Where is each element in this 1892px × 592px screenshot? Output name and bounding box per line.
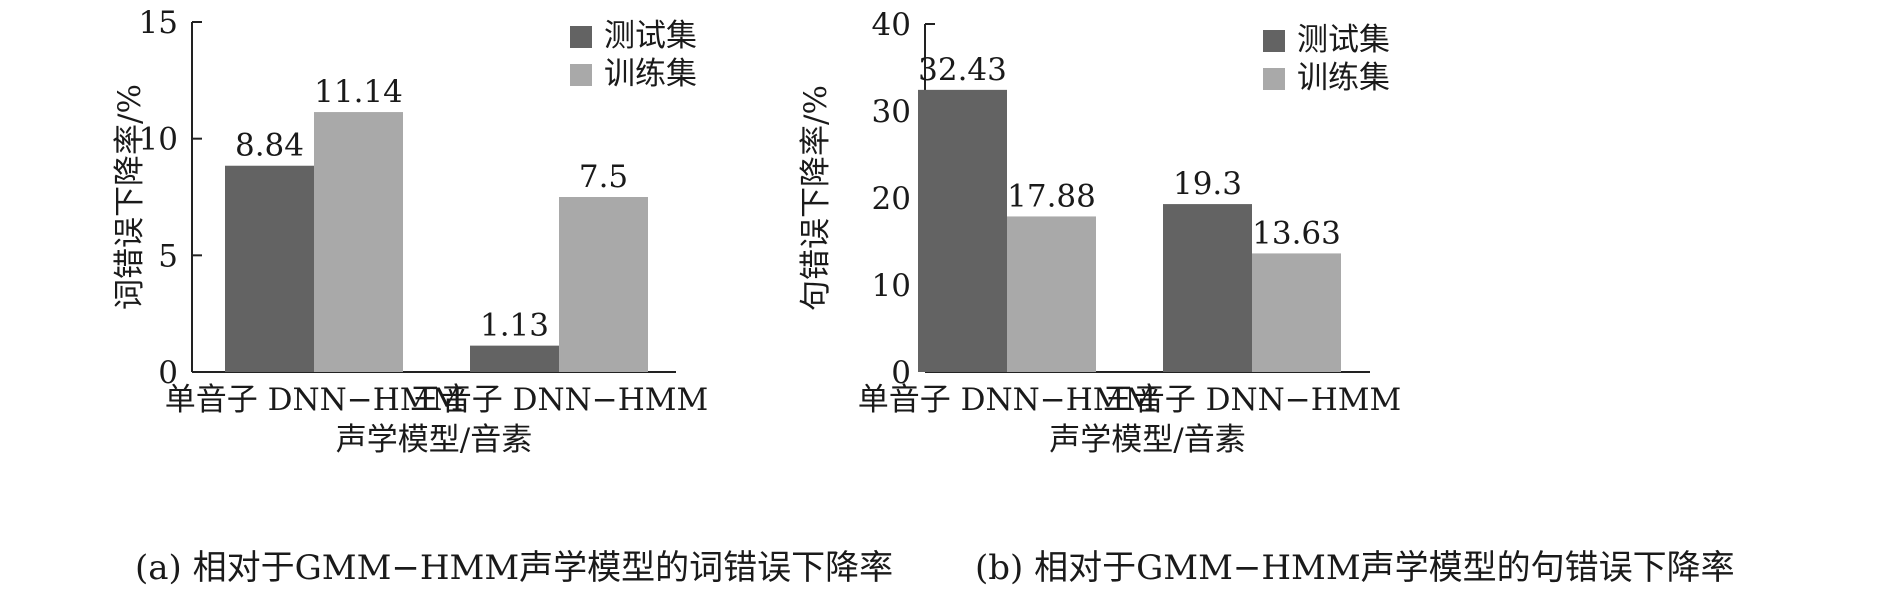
bar-test-1 <box>225 165 314 372</box>
legend-swatch <box>1263 68 1285 90</box>
legend-label: 训练集 <box>604 56 697 92</box>
y-tick-label: 20 <box>872 181 911 217</box>
x-tick-label: 单音子 DNN−HMM <box>165 382 463 418</box>
bar-train-2 <box>1252 253 1341 372</box>
x-tick-label: 单音子 DNN−HMM <box>858 382 1156 418</box>
bar-train-1 <box>314 112 403 373</box>
bar-value-label: 17.88 <box>1007 178 1096 214</box>
bar-chart-b: 0 10 20 30 40 句错误下降率/% 32.43 17.88 单音子 DNN−HMM 19… <box>798 7 1401 458</box>
y-axis-title: 词错误下降率/% <box>112 84 148 310</box>
y-axis-title: 句错误下降率/% <box>798 85 834 311</box>
chart-caption-a: (a) 相对于GMM−HMM声学模型的词错误下降率 <box>135 548 894 588</box>
x-axis-title: 声学模型/音素 <box>336 422 532 458</box>
bar-test-2 <box>1163 204 1252 372</box>
bar-test-1 <box>918 89 1007 372</box>
x-axis-title: 声学模型/音素 <box>1049 422 1245 458</box>
x-tick-label: 三音子 DNN−HMM <box>410 382 708 418</box>
legend-label: 训练集 <box>1297 60 1390 96</box>
chart-caption-b: (b) 相对于GMM−HMM声学模型的句错误下降率 <box>975 548 1735 588</box>
bar-value-label: 8.84 <box>235 128 304 164</box>
legend-swatch <box>570 64 592 86</box>
bar-value-label: 32.43 <box>918 52 1007 88</box>
y-tick-label: 0 <box>158 355 178 391</box>
bar-test-2 <box>470 345 559 372</box>
bar-chart-a: 0 5 10 15 词错误下降率/% 8.84 11.14 单音子 DNN−HMM 1.13 7.… <box>112 5 708 458</box>
x-tick-label: 三音子 DNN−HMM <box>1103 382 1401 418</box>
legend-swatch <box>1263 30 1285 52</box>
y-tick-label: 10 <box>139 122 178 158</box>
y-tick-label: 0 <box>891 355 911 391</box>
legend-label: 测试集 <box>1297 22 1390 58</box>
bar-value-label: 1.13 <box>480 308 549 344</box>
y-tick-label: 5 <box>158 238 178 274</box>
y-tick-label: 15 <box>139 5 178 41</box>
chart-panel-a: 0 5 10 15 词错误下降率/% 8.84 11.14 单音子 DNN−HMM 1.13 7.… <box>112 5 894 588</box>
legend-swatch <box>570 26 592 48</box>
bar-train-1 <box>1007 216 1096 372</box>
legend-label: 测试集 <box>604 18 697 54</box>
bar-value-label: 19.3 <box>1173 166 1242 202</box>
y-tick-label: 30 <box>872 94 911 130</box>
chart-panel-b: 0 10 20 30 40 句错误下降率/% 32.43 17.88 单音子 DNN−HMM 19… <box>798 0 1892 592</box>
bar-value-label: 13.63 <box>1252 215 1341 251</box>
bar-value-label: 11.14 <box>314 74 403 110</box>
bar-value-label: 7.5 <box>579 159 628 195</box>
bar-train-2 <box>559 197 648 372</box>
y-tick-label: 10 <box>872 268 911 304</box>
y-tick-label: 40 <box>872 7 911 43</box>
